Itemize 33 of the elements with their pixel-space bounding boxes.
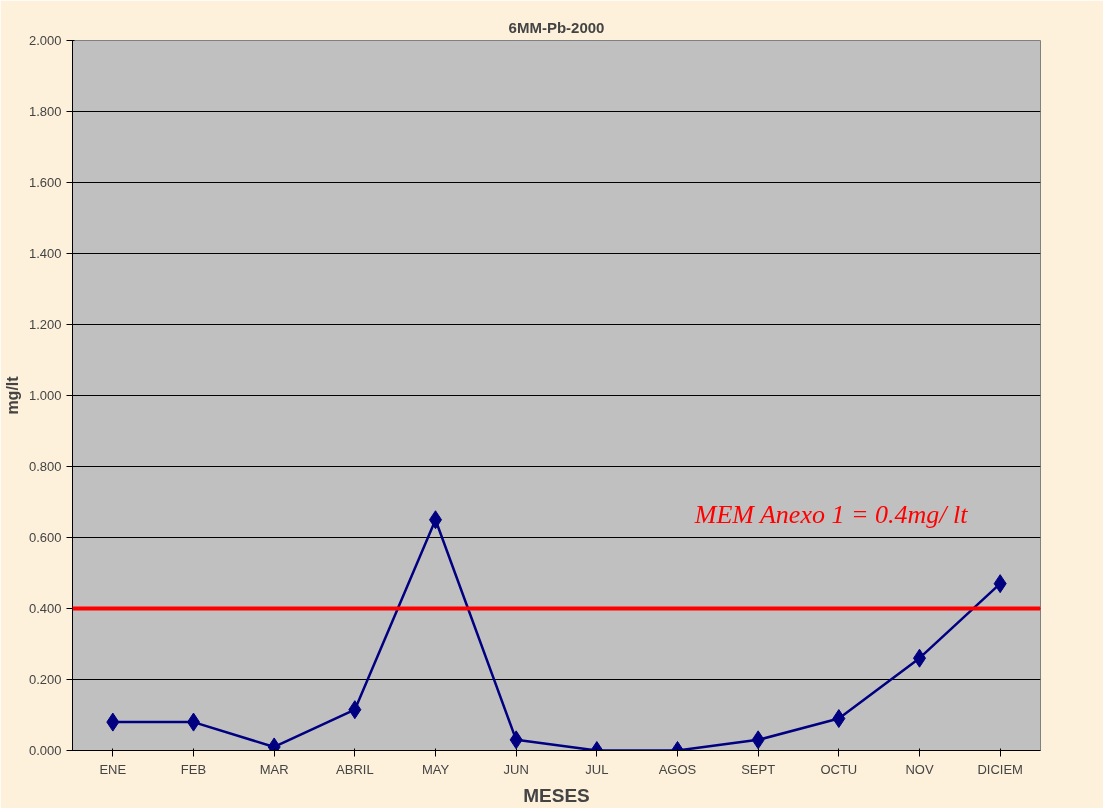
y-tick-label: 1.200 [28,317,62,332]
y-tick-label: 0.800 [28,459,62,474]
x-axis-title: MESES [523,784,590,806]
y-tick-label: 1.600 [28,175,62,190]
y-tick-label: 2.000 [28,33,62,48]
y-tick-label: 0.400 [28,601,62,616]
point [993,574,1007,594]
x-tick-label: JUN [503,761,529,777]
x-tick-label: NOV [905,761,934,777]
x-tick-label: FEB [180,761,207,777]
y-axis-title: mg/lt [3,375,21,415]
y-tick-label: 1.800 [28,104,62,119]
y-tick-label: 0.600 [28,530,62,545]
point [751,730,765,750]
point [106,712,120,732]
x-tick-label: DICIEM [977,761,1023,777]
x-tick-label: AGOS [658,761,697,777]
x-tick-label: ABRIL [336,761,374,777]
point [832,709,846,729]
x-tick-label: MAR [259,761,289,777]
x-tick-label: MAY [421,761,450,777]
point [348,700,362,720]
y-tick-label: 0.200 [28,672,62,687]
chart-title: 6MM-Pb-2000 [508,18,605,36]
x-tick-label: OCTU [820,761,858,777]
point [509,730,523,750]
y-tick-label: 1.400 [28,246,62,261]
y-tick-label: 1.000 [28,388,62,403]
y-tick-label: 0.000 [28,743,62,758]
ref-line-label: MEM Anexo 1 = 0.4mg/ lt [693,499,969,529]
x-tick-label: JUL [585,761,609,777]
x-tick-label: ENE [99,761,127,777]
x-tick-label: SEPT [741,761,776,777]
